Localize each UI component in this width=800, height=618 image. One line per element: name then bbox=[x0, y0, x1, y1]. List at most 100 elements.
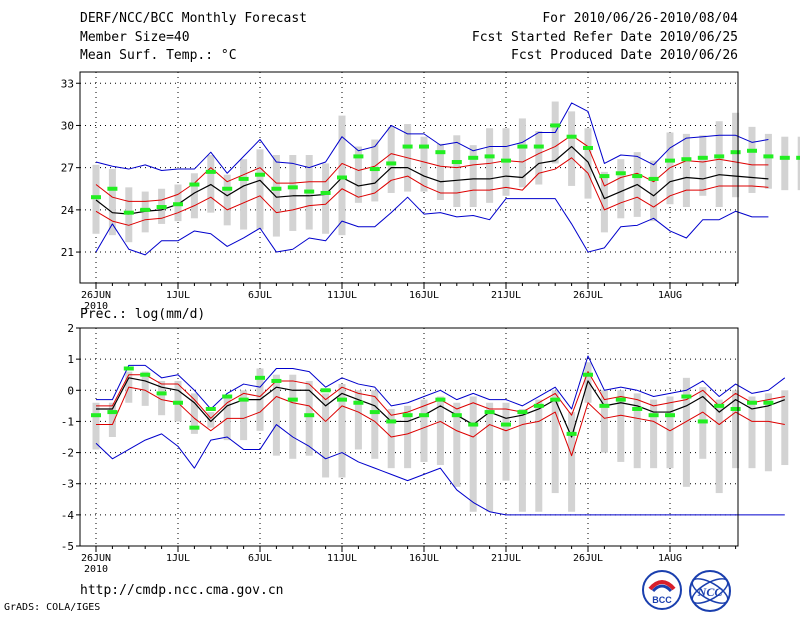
precipitation-observed-marker bbox=[91, 413, 101, 418]
precipitation-observed-marker bbox=[681, 394, 692, 399]
precipitation-spread-box bbox=[469, 396, 477, 512]
precipitation-xtick-year: 2010 bbox=[84, 564, 108, 575]
temperature-observed-marker bbox=[123, 210, 134, 215]
precipitation-spread-box bbox=[322, 393, 330, 478]
temperature-observed-marker bbox=[697, 155, 708, 160]
temperature-xtick-label: 26JUL bbox=[573, 290, 603, 301]
precipitation-spread-box bbox=[666, 396, 674, 469]
temperature-spread-box bbox=[797, 136, 800, 191]
precipitation-xtick-label: 26JUL bbox=[573, 553, 603, 564]
forecast-period: For 2010/06/26-2010/08/04 bbox=[542, 11, 738, 26]
precipitation-observed-marker bbox=[271, 378, 282, 383]
precipitation-spread-box bbox=[568, 412, 576, 512]
temperature-ensemble-mean-line bbox=[95, 145, 769, 215]
temperature-spread-box bbox=[781, 136, 789, 191]
bcc-logo: BCC bbox=[642, 570, 682, 610]
temperature-observed-marker bbox=[337, 175, 347, 180]
temperature-spread-box bbox=[92, 164, 100, 234]
precipitation-spread-box bbox=[404, 405, 412, 469]
temperature-spread-box bbox=[617, 159, 625, 219]
precipitation-observed-marker bbox=[435, 397, 446, 402]
precipitation-ytick-label: 2 bbox=[67, 322, 74, 335]
precipitation-observed-marker bbox=[353, 400, 364, 405]
precipitation-spread-box bbox=[338, 384, 346, 478]
precipitation-spread-box bbox=[387, 408, 395, 469]
temperature-spread-box bbox=[108, 169, 116, 236]
temperature-spread-box bbox=[125, 187, 133, 243]
temperature-observed-marker bbox=[205, 169, 216, 174]
precipitation-observed-marker bbox=[533, 403, 544, 408]
precipitation-observed-marker bbox=[517, 410, 528, 415]
precipitation-observed-marker bbox=[222, 394, 233, 399]
precipitation-xtick-label: 6JUL bbox=[248, 553, 272, 564]
temperature-spread-box bbox=[387, 126, 395, 193]
precipitation-observed-marker bbox=[648, 413, 659, 418]
precipitation-spread-box bbox=[453, 402, 461, 487]
precipitation-observed-marker bbox=[304, 413, 315, 418]
source-url[interactable]: http://cmdp.ncc.cma.gov.cn bbox=[80, 583, 284, 598]
precipitation-observed-marker bbox=[320, 388, 331, 393]
temperature-observed-marker bbox=[156, 205, 167, 210]
precipitation-spread-box bbox=[305, 380, 313, 456]
precipitation-observed-marker bbox=[501, 422, 511, 427]
precipitation-spread-box bbox=[92, 402, 100, 450]
temperature-spread-box bbox=[436, 143, 444, 201]
precipitation-xtick-label: 1JUL bbox=[166, 553, 190, 564]
temperature-observed-marker bbox=[140, 207, 151, 212]
temperature-spread-box bbox=[354, 146, 362, 203]
temperature-observed-marker bbox=[222, 186, 233, 191]
temperature-spread-box bbox=[207, 154, 215, 213]
temperature-xtick-label: 26JUN bbox=[81, 290, 111, 301]
temperature-spread-box bbox=[272, 154, 280, 237]
temperature-spread-box bbox=[322, 163, 330, 234]
temperature-observed-marker bbox=[287, 185, 298, 190]
temperature-ytick-label: 24 bbox=[61, 204, 75, 217]
temperature-observed-marker bbox=[173, 202, 183, 207]
precipitation-spread-box bbox=[420, 399, 428, 462]
temperature-xtick-label: 6JUL bbox=[248, 290, 272, 301]
precipitation-spread-box bbox=[240, 390, 248, 441]
precipitation-observed-marker bbox=[697, 419, 708, 424]
precipitation-observed-marker bbox=[402, 413, 413, 418]
temperature-observed-marker bbox=[255, 172, 265, 177]
temperature-ensemble-min-line bbox=[95, 196, 769, 256]
temperature-spread-box bbox=[568, 111, 576, 186]
precipitation-observed-marker bbox=[255, 375, 265, 380]
temperature-spread-box bbox=[240, 159, 248, 230]
precipitation-ytick-label: 1 bbox=[67, 353, 74, 366]
temperature-spread-box bbox=[141, 191, 149, 233]
precipitation-observed-marker bbox=[140, 372, 151, 377]
precipitation-observed-marker bbox=[763, 400, 774, 405]
ncc-logo: NCC bbox=[689, 570, 731, 612]
precipitation-observed-marker bbox=[205, 406, 216, 411]
temperature-observed-marker bbox=[648, 176, 659, 181]
precipitation-spread-box bbox=[781, 390, 789, 466]
temperature-plot-frame bbox=[79, 71, 739, 284]
temperature-observed-marker bbox=[796, 155, 800, 160]
temperature-spread-box bbox=[764, 133, 772, 189]
forecast-produced-date: Fcst Produced Date 2010/06/26 bbox=[511, 48, 738, 63]
precipitation-spread-box bbox=[650, 399, 658, 469]
temperature-observed-marker bbox=[320, 190, 331, 195]
temperature-ytick-label: 21 bbox=[61, 246, 74, 259]
temperature-ytick-label: 27 bbox=[61, 162, 74, 175]
temperature-spread-box bbox=[682, 133, 690, 208]
temperature-spread-box bbox=[699, 135, 707, 196]
precipitation-spread-box bbox=[551, 390, 559, 494]
precipitation-observed-marker bbox=[173, 400, 183, 405]
precipitation-observed-marker bbox=[665, 413, 675, 418]
temperature-observed-marker bbox=[779, 155, 790, 160]
precipitation-variable-label: Prec.: log(mm/d) bbox=[80, 307, 206, 322]
temperature-observed-marker bbox=[714, 154, 725, 159]
precipitation-observed-marker bbox=[468, 422, 479, 427]
temperature-observed-marker bbox=[402, 144, 413, 149]
precipitation-observed-marker bbox=[632, 406, 643, 411]
temperature-observed-marker bbox=[763, 154, 774, 159]
temperature-spread-box bbox=[420, 136, 428, 192]
temperature-observed-marker bbox=[730, 150, 741, 155]
temperature-observed-marker bbox=[566, 134, 577, 139]
precipitation-observed-marker bbox=[386, 419, 397, 424]
temperature-variable-label: Mean Surf. Temp.: °C bbox=[80, 48, 237, 63]
